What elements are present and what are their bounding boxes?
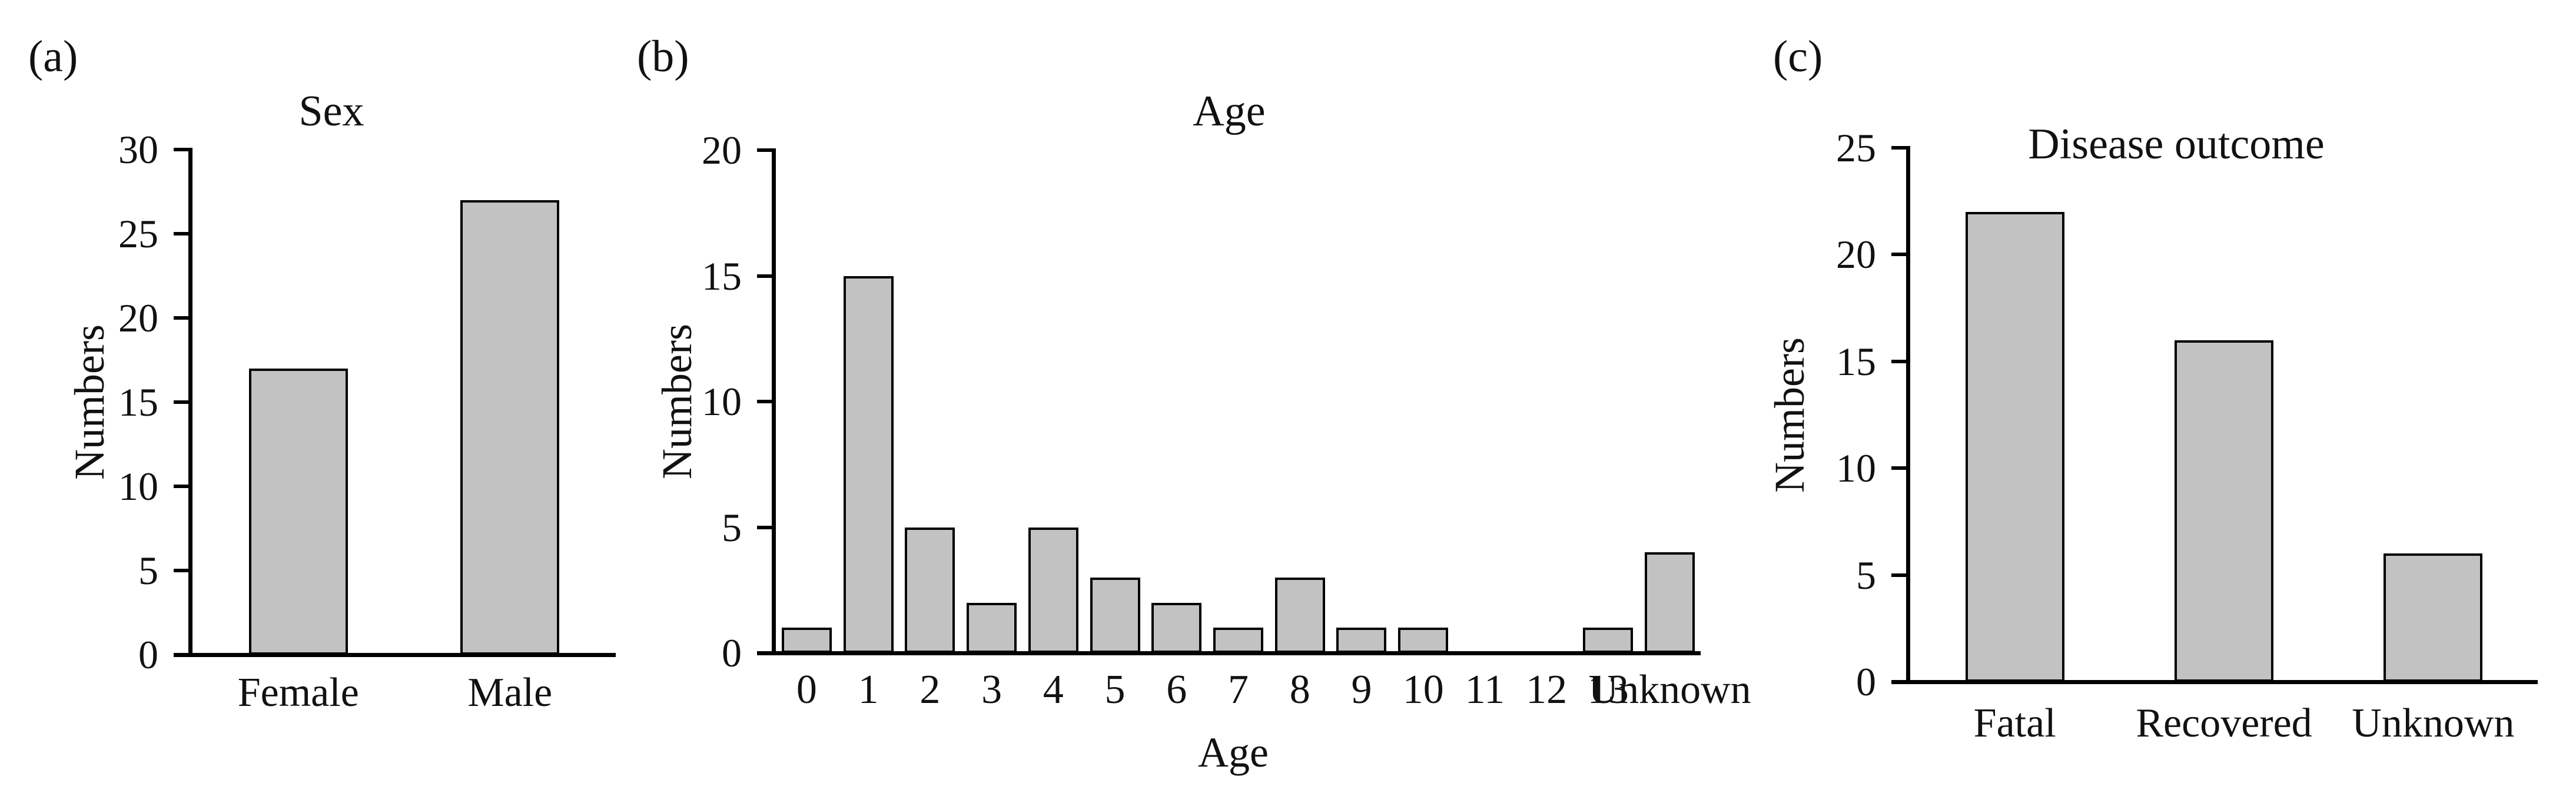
- y-tick-label: 5: [138, 548, 158, 593]
- x-category-label: 9: [1351, 667, 1372, 712]
- y-tick-label: 0: [722, 631, 742, 675]
- bar: [460, 200, 560, 655]
- y-tick-label: 15: [118, 380, 158, 424]
- bar: [1028, 527, 1078, 653]
- y-axis-tick: [757, 525, 772, 529]
- x-category-label: Male: [467, 670, 553, 715]
- y-axis-tick: [757, 148, 772, 152]
- x-category-label: Female: [237, 670, 359, 715]
- y-tick-label: 5: [1856, 552, 1876, 598]
- x-category-label: Unknown: [2352, 701, 2515, 746]
- panel-c-label: (c): [1773, 32, 1823, 81]
- y-tick-label: 10: [702, 379, 742, 424]
- y-axis-tick: [174, 485, 188, 488]
- bar: [1090, 577, 1140, 653]
- y-tick-label: 25: [118, 211, 158, 256]
- bar: [1151, 602, 1202, 653]
- panel-b-label: (b): [637, 32, 689, 81]
- y-axis-line: [1906, 146, 1910, 684]
- y-tick-label: 25: [1836, 125, 1876, 170]
- y-axis-tick: [174, 653, 188, 656]
- bar: [1274, 577, 1325, 653]
- y-tick-label: 15: [702, 253, 742, 298]
- x-category-label: Unknown: [1588, 667, 1751, 712]
- bar: [967, 602, 1017, 653]
- y-tick-label: 20: [118, 296, 158, 340]
- panel-b-x-axis-label: Age: [1198, 729, 1269, 776]
- bar: [781, 628, 832, 653]
- y-tick-label: 20: [1836, 232, 1876, 277]
- x-category-label: Recovered: [2136, 701, 2312, 746]
- y-axis-tick: [1891, 253, 1906, 257]
- x-axis-line: [1891, 680, 2538, 684]
- y-axis-tick: [757, 274, 772, 278]
- x-category-label: 0: [796, 667, 817, 712]
- bar: [2175, 340, 2273, 682]
- bar: [1965, 211, 2064, 682]
- x-axis-line: [757, 651, 1701, 655]
- bar: [1645, 552, 1695, 653]
- y-axis-tick: [174, 232, 188, 236]
- bar: [905, 527, 955, 653]
- y-axis-tick: [174, 569, 188, 572]
- y-tick-label: 0: [138, 632, 158, 677]
- x-category-label: 1: [858, 667, 879, 712]
- panel-c-title: Disease outcome: [2028, 120, 2325, 168]
- bar: [1398, 628, 1449, 653]
- bar: [1213, 628, 1263, 653]
- x-category-label: 2: [919, 667, 941, 712]
- x-category-label: 6: [1166, 667, 1187, 712]
- x-category-label: 10: [1402, 667, 1444, 712]
- x-axis-line: [174, 653, 616, 657]
- x-category-label: 11: [1465, 667, 1505, 712]
- x-category-label: 8: [1289, 667, 1310, 712]
- panel-a-title: Sex: [298, 87, 364, 135]
- y-axis-line: [772, 148, 776, 655]
- bar: [248, 368, 348, 655]
- panel-b-title: Age: [1193, 87, 1266, 135]
- x-category-label: 7: [1228, 667, 1249, 712]
- y-axis-tick: [1891, 466, 1906, 470]
- y-axis-tick: [757, 651, 772, 655]
- panel-a-label: (a): [28, 32, 78, 81]
- y-tick-label: 20: [702, 128, 742, 173]
- x-category-label: 12: [1526, 667, 1568, 712]
- y-tick-label: 10: [1836, 446, 1876, 491]
- y-tick-label: 10: [118, 464, 158, 509]
- y-axis-tick: [1891, 680, 1906, 684]
- x-category-label: Fatal: [1973, 701, 2056, 746]
- y-axis-tick: [757, 400, 772, 403]
- y-tick-label: 15: [1836, 339, 1876, 384]
- x-category-label: 4: [1043, 667, 1064, 712]
- bar: [2384, 553, 2483, 682]
- y-axis-tick: [1891, 146, 1906, 150]
- y-axis-tick: [1891, 573, 1906, 577]
- x-category-label: 13: [1587, 667, 1629, 712]
- bar: [843, 276, 894, 653]
- bar: [1336, 628, 1387, 653]
- y-axis-line: [188, 148, 192, 656]
- bar: [1583, 628, 1634, 653]
- y-tick-label: 5: [722, 505, 742, 550]
- y-tick-label: 30: [118, 127, 158, 172]
- y-tick-label: 0: [1856, 659, 1876, 704]
- y-axis-tick: [174, 148, 188, 151]
- x-category-label: 5: [1104, 667, 1126, 712]
- y-axis-tick: [174, 400, 188, 404]
- y-axis-tick: [174, 316, 188, 320]
- y-axis-tick: [1891, 359, 1906, 363]
- x-category-label: 3: [981, 667, 1002, 712]
